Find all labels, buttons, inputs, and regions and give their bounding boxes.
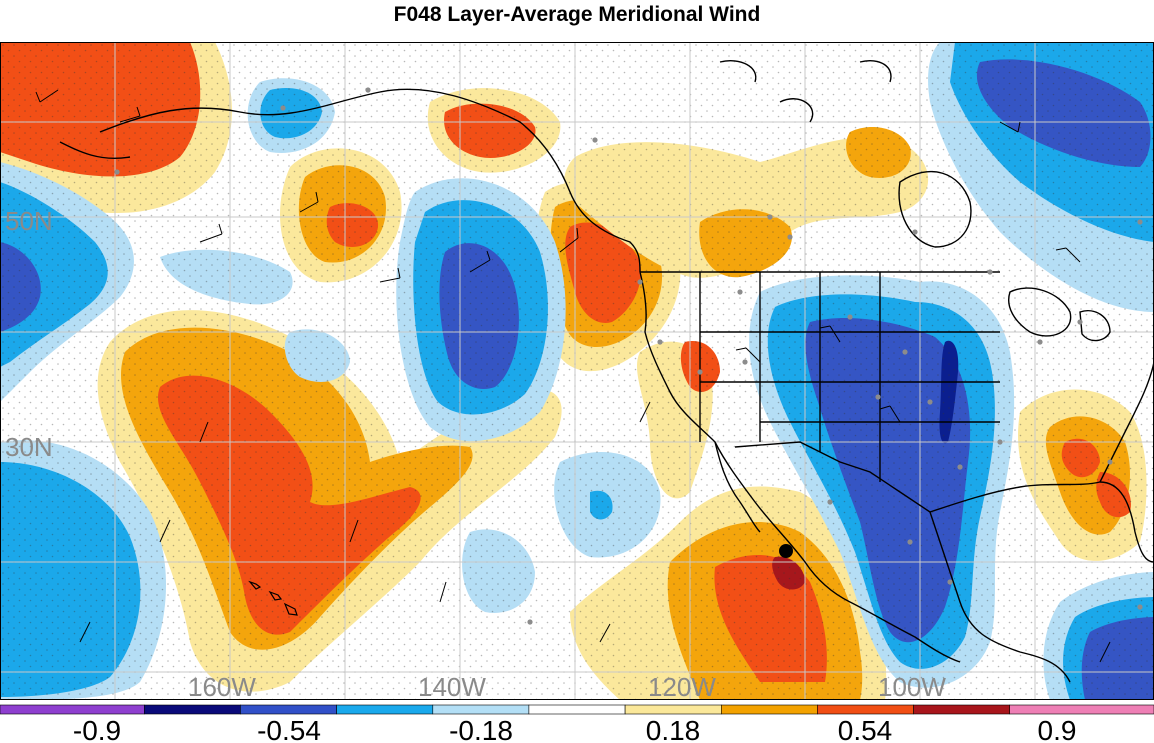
legend-label-pos-0.18: 0.18 — [646, 715, 701, 743]
coastlines-and-borders — [59, 60, 1154, 683]
legend-swatch — [720, 704, 818, 715]
legend-swatch — [528, 704, 626, 715]
color-legend: -0.9 -0.54 -0.18 0.18 0.54 0.9 — [0, 704, 1154, 743]
selected-point-marker — [779, 544, 793, 558]
lon-label-120w: 120W — [648, 672, 716, 700]
legend-swatch — [432, 704, 530, 715]
legend-swatch — [624, 704, 722, 715]
station-markers — [114, 87, 1143, 625]
lat-label-50n: 50N — [5, 206, 53, 236]
legend-swatch — [913, 704, 1011, 715]
legend-swatch — [0, 704, 145, 715]
significance-stipple — [0, 42, 1154, 700]
legend-swatch — [1009, 704, 1154, 715]
legend-label-pos-0.54: 0.54 — [838, 715, 893, 743]
legend-label-pos-0.9: 0.9 — [1038, 715, 1077, 743]
legend-swatch — [240, 704, 337, 715]
legend-swatch — [817, 704, 914, 715]
legend-label-neg-0.54: -0.54 — [257, 715, 321, 743]
lon-label-100w: 100W — [878, 672, 946, 700]
lat-lon-grid — [0, 42, 1154, 700]
map-title: F048 Layer-Average Meridional Wind — [393, 3, 761, 26]
legend-label-neg-0.18: -0.18 — [449, 715, 513, 743]
legend-swatches — [0, 704, 1154, 715]
legend-swatch — [336, 704, 434, 715]
meridional-wind-map: 50N 30N 160W 140W 120W 100W — [0, 42, 1154, 700]
legend-label-neg-0.9: -0.9 — [73, 715, 121, 743]
lon-label-160w: 160W — [188, 672, 256, 700]
lon-label-140w: 140W — [418, 672, 486, 700]
lat-label-30n: 30N — [5, 432, 53, 462]
legend-swatch — [144, 704, 241, 715]
wind-barbs — [35, 89, 1111, 663]
